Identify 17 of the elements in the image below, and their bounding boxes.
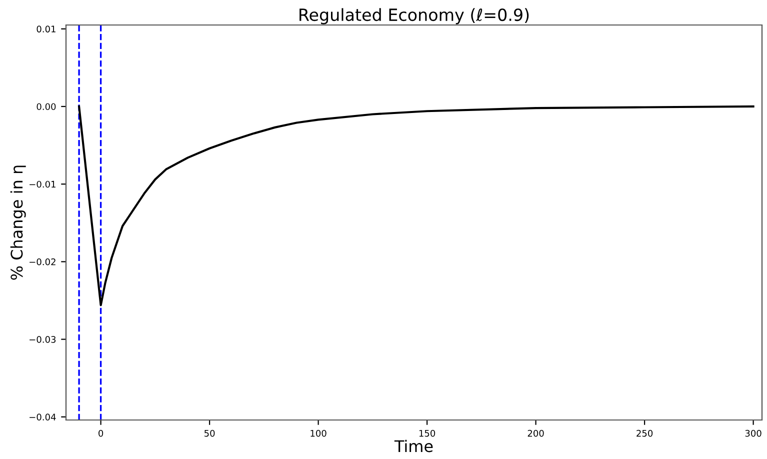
y-axis-title: % Change in η: [10, 166, 26, 280]
chart-title: Regulated Economy (ℓ=0.9): [300, 8, 529, 24]
y-tick-label: −0.03: [30, 336, 56, 343]
y-tick-label: −0.04: [30, 414, 56, 420]
x-tick-label: 0: [98, 430, 104, 437]
y-tick-label: 0.01: [36, 26, 56, 32]
x-tick-label: 250: [636, 430, 653, 437]
y-tick-label: 0.00: [36, 103, 56, 110]
x-tick-label: 50: [204, 430, 215, 437]
line-series: [78, 105, 754, 306]
x-axis-title: Time: [394, 440, 433, 452]
x-tick-label: 150: [419, 430, 436, 437]
x-tick-label: 200: [528, 430, 544, 437]
x-tick-label: 300: [745, 430, 762, 437]
y-tick-label: −0.02: [30, 258, 56, 266]
y-tick-label: −0.01: [30, 180, 56, 188]
x-tick-label: 100: [310, 430, 326, 437]
